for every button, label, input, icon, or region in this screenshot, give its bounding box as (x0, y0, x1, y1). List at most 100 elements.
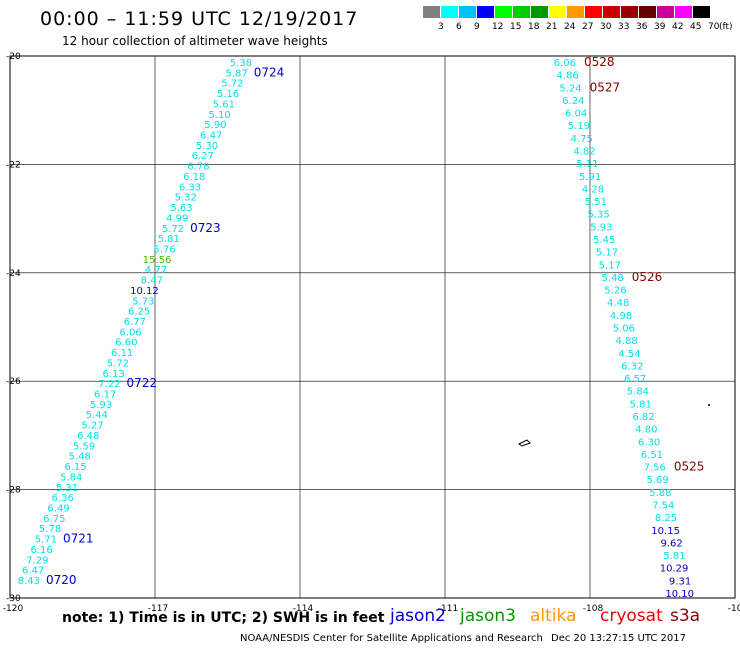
swh-value-left: 5.16 (217, 89, 239, 100)
swh-value-left: 5.93 (90, 400, 112, 411)
pass-time-label: 0720 (46, 573, 77, 587)
legend-label: 36 (636, 22, 648, 32)
satellite-label-jason3: jason3 (460, 606, 516, 626)
swh-value-right: 6.30 (638, 437, 660, 448)
swh-value-left: 5.10 (209, 110, 231, 121)
map-subtitle: 12 hour collection of altimeter wave hei… (62, 34, 328, 48)
legend-swatch (621, 6, 638, 18)
swh-value-left: 8.43 (18, 576, 40, 587)
legend-swatch (603, 6, 620, 18)
pass-time-label: 0724 (254, 65, 285, 79)
swh-value-right: 6.51 (641, 450, 663, 461)
swh-value-left: 6.49 (47, 503, 69, 514)
latitude-tick-label: -22 (6, 160, 21, 170)
swh-value-left: 6.17 (94, 390, 116, 401)
legend-unit: (ft) (719, 22, 733, 32)
swh-value-left: 6.75 (43, 514, 65, 525)
swh-value-left: 5.78 (39, 524, 61, 535)
swh-value-left: 4.77 (145, 265, 167, 276)
swh-value-right: 5.91 (579, 172, 601, 183)
swh-value-left: 5.72 (221, 79, 243, 90)
swh-value-right: 5.81 (663, 551, 685, 562)
legend-swatch (675, 6, 692, 18)
legend-swatch (657, 6, 674, 18)
swh-value-right: 4.88 (616, 336, 638, 347)
swh-value-right: 10.10 (665, 589, 694, 600)
swh-value-right: 5.35 (587, 210, 609, 221)
swh-value-right: 6.82 (632, 412, 654, 423)
swh-value-left: 6.78 (187, 162, 209, 173)
latitude-tick-label: -30 (6, 594, 21, 604)
swh-value-right: 10.15 (651, 526, 680, 537)
swh-value-left: 5.71 (35, 535, 57, 546)
legend-label: 33 (618, 22, 630, 32)
legend-swatch (585, 6, 602, 18)
legend-label: 39 (654, 22, 666, 32)
legend-label: 18 (528, 22, 540, 32)
swh-value-left: 5.84 (60, 472, 82, 483)
legend-label: 42 (672, 22, 684, 32)
swh-value-right: 9.31 (669, 576, 691, 587)
longitude-tick-label: -105 (728, 604, 740, 614)
longitude-tick-label: -108 (583, 604, 604, 614)
swh-value-right: 5.48 (601, 273, 623, 284)
legend-swatch (477, 6, 494, 18)
swh-value-right: 5.26 (604, 286, 626, 297)
pass-time-label: 0525 (674, 460, 705, 474)
satellite-label-s3a: s3a (670, 606, 701, 626)
swh-value-left: 5.76 (153, 244, 175, 255)
pass-time-label: 0721 (63, 532, 94, 546)
map-frame (9, 55, 736, 599)
swh-value-left: 7.22 (98, 379, 120, 390)
swh-value-right: 4.75 (571, 134, 593, 145)
legend-swatch (441, 6, 458, 18)
footer-note: note: 1) Time is in UTC; 2) SWH is in fe… (62, 610, 385, 626)
pass-time-label: 0527 (590, 80, 621, 94)
legend-label: 45 (690, 22, 702, 32)
swh-value-right: 5.84 (627, 387, 649, 398)
swh-value-right: 4.98 (610, 311, 632, 322)
legend-label: 15 (510, 22, 522, 32)
swh-value-left: 4.99 (166, 213, 188, 224)
swh-value-right: 4.48 (607, 298, 629, 309)
swh-value-left: 5.32 (175, 193, 197, 204)
legend-label: 3 (438, 22, 444, 32)
swh-value-left: 5.38 (230, 58, 252, 69)
swh-value-right: 6.57 (624, 374, 646, 385)
swh-value-left: 5.48 (69, 452, 91, 463)
swh-value-left: 5.63 (170, 203, 192, 214)
legend-label: 6 (456, 22, 462, 32)
swh-value-right: 6.24 (562, 96, 584, 107)
longitude-tick-label: -120 (3, 604, 24, 614)
legend-swatch (495, 6, 512, 18)
swh-value-left: 6.27 (192, 151, 214, 162)
credit-text: NOAA/NESDIS Center for Satellite Applica… (240, 633, 543, 644)
swh-value-left: 5.44 (86, 410, 108, 421)
swh-value-left: 5.61 (213, 99, 235, 110)
swh-value-left: 5.81 (158, 234, 180, 245)
swh-value-left: 6.48 (77, 431, 99, 442)
legend-swatch (423, 6, 440, 18)
swh-value-right: 4.82 (573, 147, 595, 158)
swh-value-left: 6.33 (179, 182, 201, 193)
satellite-label-jason2: jason2 (390, 606, 446, 626)
longitude-tick-label: -114 (293, 604, 314, 614)
swh-value-right: 5.17 (596, 248, 618, 259)
island-outline (518, 439, 531, 447)
swh-value-right: 5.88 (649, 488, 671, 499)
map-title: 00:00 – 11:59 UTC 12/19/2017 (40, 8, 359, 30)
swh-value-right: 5.17 (599, 260, 621, 271)
latitude-tick-label: -20 (6, 52, 21, 62)
swh-value-right: 5.93 (590, 222, 612, 233)
swh-value-left: 6.47 (22, 566, 44, 577)
swh-value-right: 6.06 (554, 58, 576, 69)
swh-value-left: 5.30 (196, 141, 218, 152)
swh-value-left: 5.59 (73, 441, 95, 452)
swh-value-right: 9.62 (660, 538, 682, 549)
swh-value-left: 6.18 (183, 172, 205, 183)
swh-value-left: 10.12 (130, 286, 159, 297)
pass-time-label: 0722 (127, 376, 158, 390)
swh-value-left: 6.15 (64, 462, 86, 473)
pass-time-label: 0526 (632, 270, 663, 284)
